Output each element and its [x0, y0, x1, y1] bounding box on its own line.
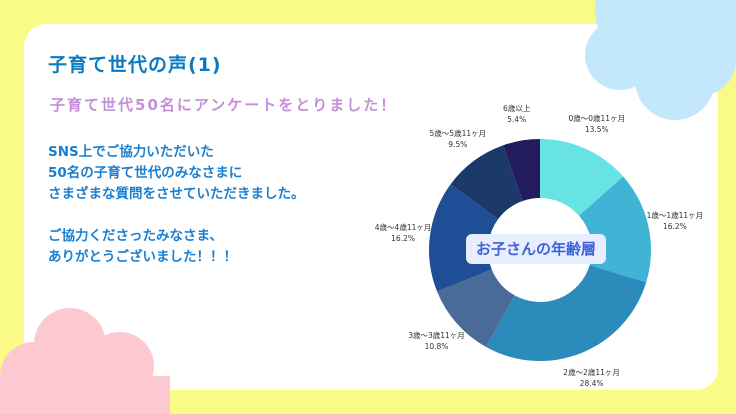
slice-label: 3歳〜3歳11ヶ月 10.8% — [408, 330, 465, 352]
slice-label: 0歳〜0歳11ヶ月 13.5% — [568, 113, 625, 135]
page-title: 子育て世代の声(1) — [48, 54, 222, 76]
body-text: SNS上でご協力いただいた 50名の子育て世代のみなさまに さまざまな質問をさせ… — [48, 142, 305, 268]
cloud-pink-decoration — [0, 308, 170, 414]
donut-slice — [450, 145, 523, 220]
body-line: 50名の子育て世代のみなさまに — [48, 165, 243, 181]
chart-title: お子さんの年齢層 — [466, 234, 606, 264]
slice-value: 13.5% — [584, 125, 609, 135]
slice-value: 28.4% — [579, 378, 604, 388]
body-line: SNS上でご協力いただいた — [48, 144, 214, 160]
slice-label: 5歳〜5歳11ヶ月 9.5% — [430, 128, 487, 150]
donut-slice — [485, 265, 647, 361]
slice-category: 2歳〜2歳11ヶ月 — [563, 367, 620, 377]
body-line: ご協力くださったみなさま、 — [48, 228, 223, 244]
slice-category: 5歳〜5歳11ヶ月 — [429, 129, 487, 139]
slice-category: 4歳〜4歳11ヶ月 — [374, 222, 432, 232]
cloud-blue-decoration — [585, 0, 736, 120]
donut-slice — [429, 184, 499, 292]
slice-label: 2歳〜2歳11ヶ月 28.4% — [563, 367, 620, 389]
slice-category: 0歳〜0歳11ヶ月 — [568, 114, 626, 124]
body-line: さまざまな質問をさせていただきました。 — [48, 186, 305, 202]
slice-value: 16.2% — [662, 221, 687, 231]
slice-value: 10.8% — [424, 342, 449, 352]
slice-value: 16.2% — [391, 233, 415, 243]
slice-label: 6歳以上 5.4% — [503, 103, 530, 125]
subtitle: 子育て世代50名にアンケートをとりました！ — [50, 96, 398, 114]
slice-value: 9.5% — [448, 140, 468, 150]
slice-category: 6歳以上 — [503, 103, 531, 113]
donut-slice — [540, 139, 624, 216]
donut-slice — [437, 269, 515, 347]
slice-value: 5.4% — [507, 114, 527, 124]
slice-label: 1歳〜1歳11ヶ月 16.2% — [647, 210, 704, 232]
slice-category: 1歳〜1歳11ヶ月 — [646, 210, 704, 220]
slice-label: 4歳〜4歳11ヶ月 16.2% — [375, 222, 432, 244]
slice-category: 3歳〜3歳11ヶ月 — [408, 331, 465, 341]
body-line: ありがとうございました！！！ — [48, 249, 237, 265]
donut-slice — [503, 139, 540, 201]
